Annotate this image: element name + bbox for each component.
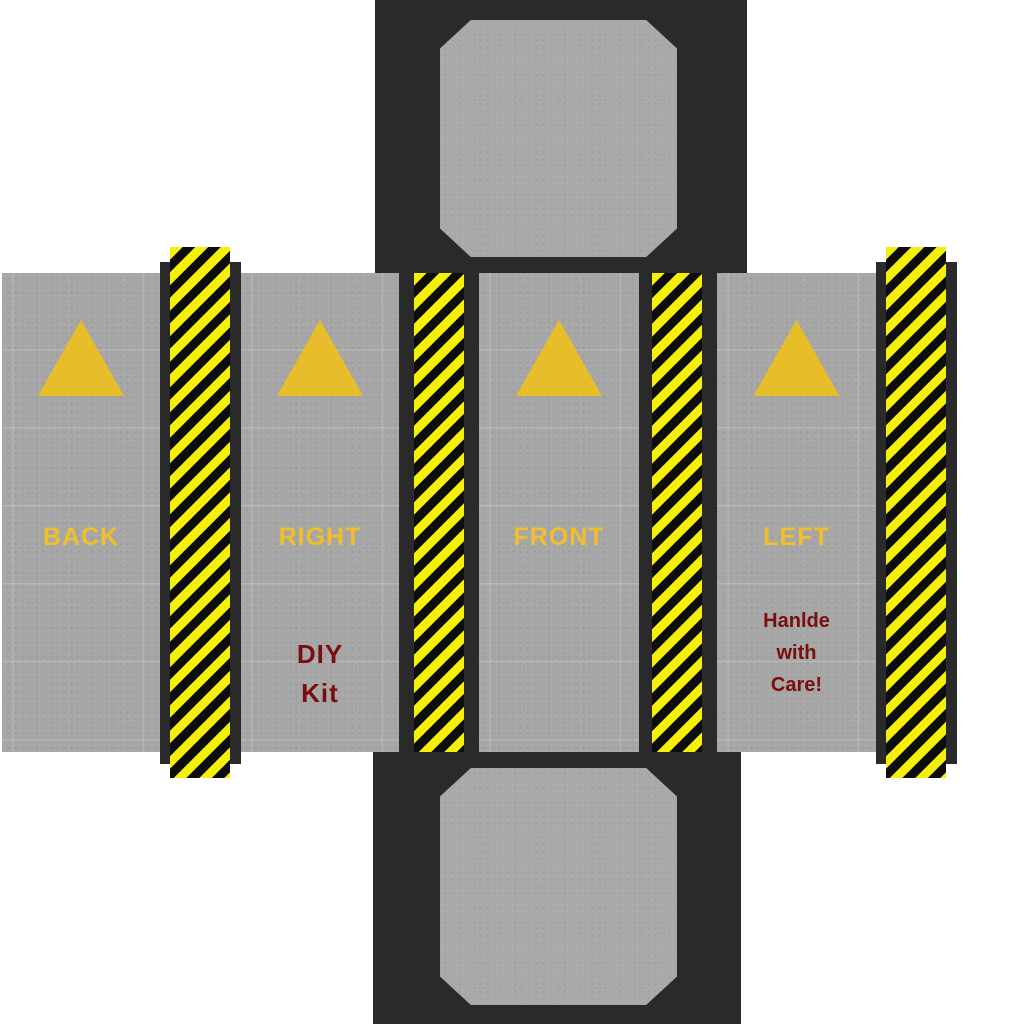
- face-back-label: BACK: [42, 523, 120, 551]
- diy-kit-line-2: Kit: [301, 678, 339, 708]
- face-right: RIGHT DIY Kit: [241, 273, 399, 752]
- face-right-label: RIGHT: [278, 523, 362, 551]
- top-cap-panel: [440, 20, 677, 257]
- face-left: LEFT Hanlde with Care!: [717, 273, 876, 752]
- hazard-stripe-strap-1: [170, 247, 230, 778]
- care-line-2: with: [776, 642, 817, 664]
- diy-kit-line-1: DIY: [296, 639, 344, 669]
- warning-triangle-icon: [38, 320, 124, 396]
- diy-kit-note: DIY Kit: [241, 635, 399, 713]
- bottom-cap-panel: [440, 768, 677, 1005]
- care-line-3: Care!: [770, 674, 823, 696]
- hazard-stripe-strap-4: [886, 247, 946, 778]
- hazard-stripe-strap-2: [414, 273, 464, 752]
- hazard-stripe-strap-3: [652, 273, 702, 752]
- face-back: BACK: [2, 273, 160, 752]
- care-line-1: Hanlde: [763, 610, 830, 632]
- handle-with-care-note: Hanlde with Care!: [717, 605, 876, 701]
- face-left-label: LEFT: [763, 523, 830, 551]
- warning-triangle-icon: [277, 320, 363, 396]
- warning-triangle-icon: [753, 320, 840, 396]
- face-front-label: FRONT: [513, 523, 605, 551]
- face-front: FRONT: [479, 273, 639, 752]
- warning-triangle-icon: [516, 320, 602, 396]
